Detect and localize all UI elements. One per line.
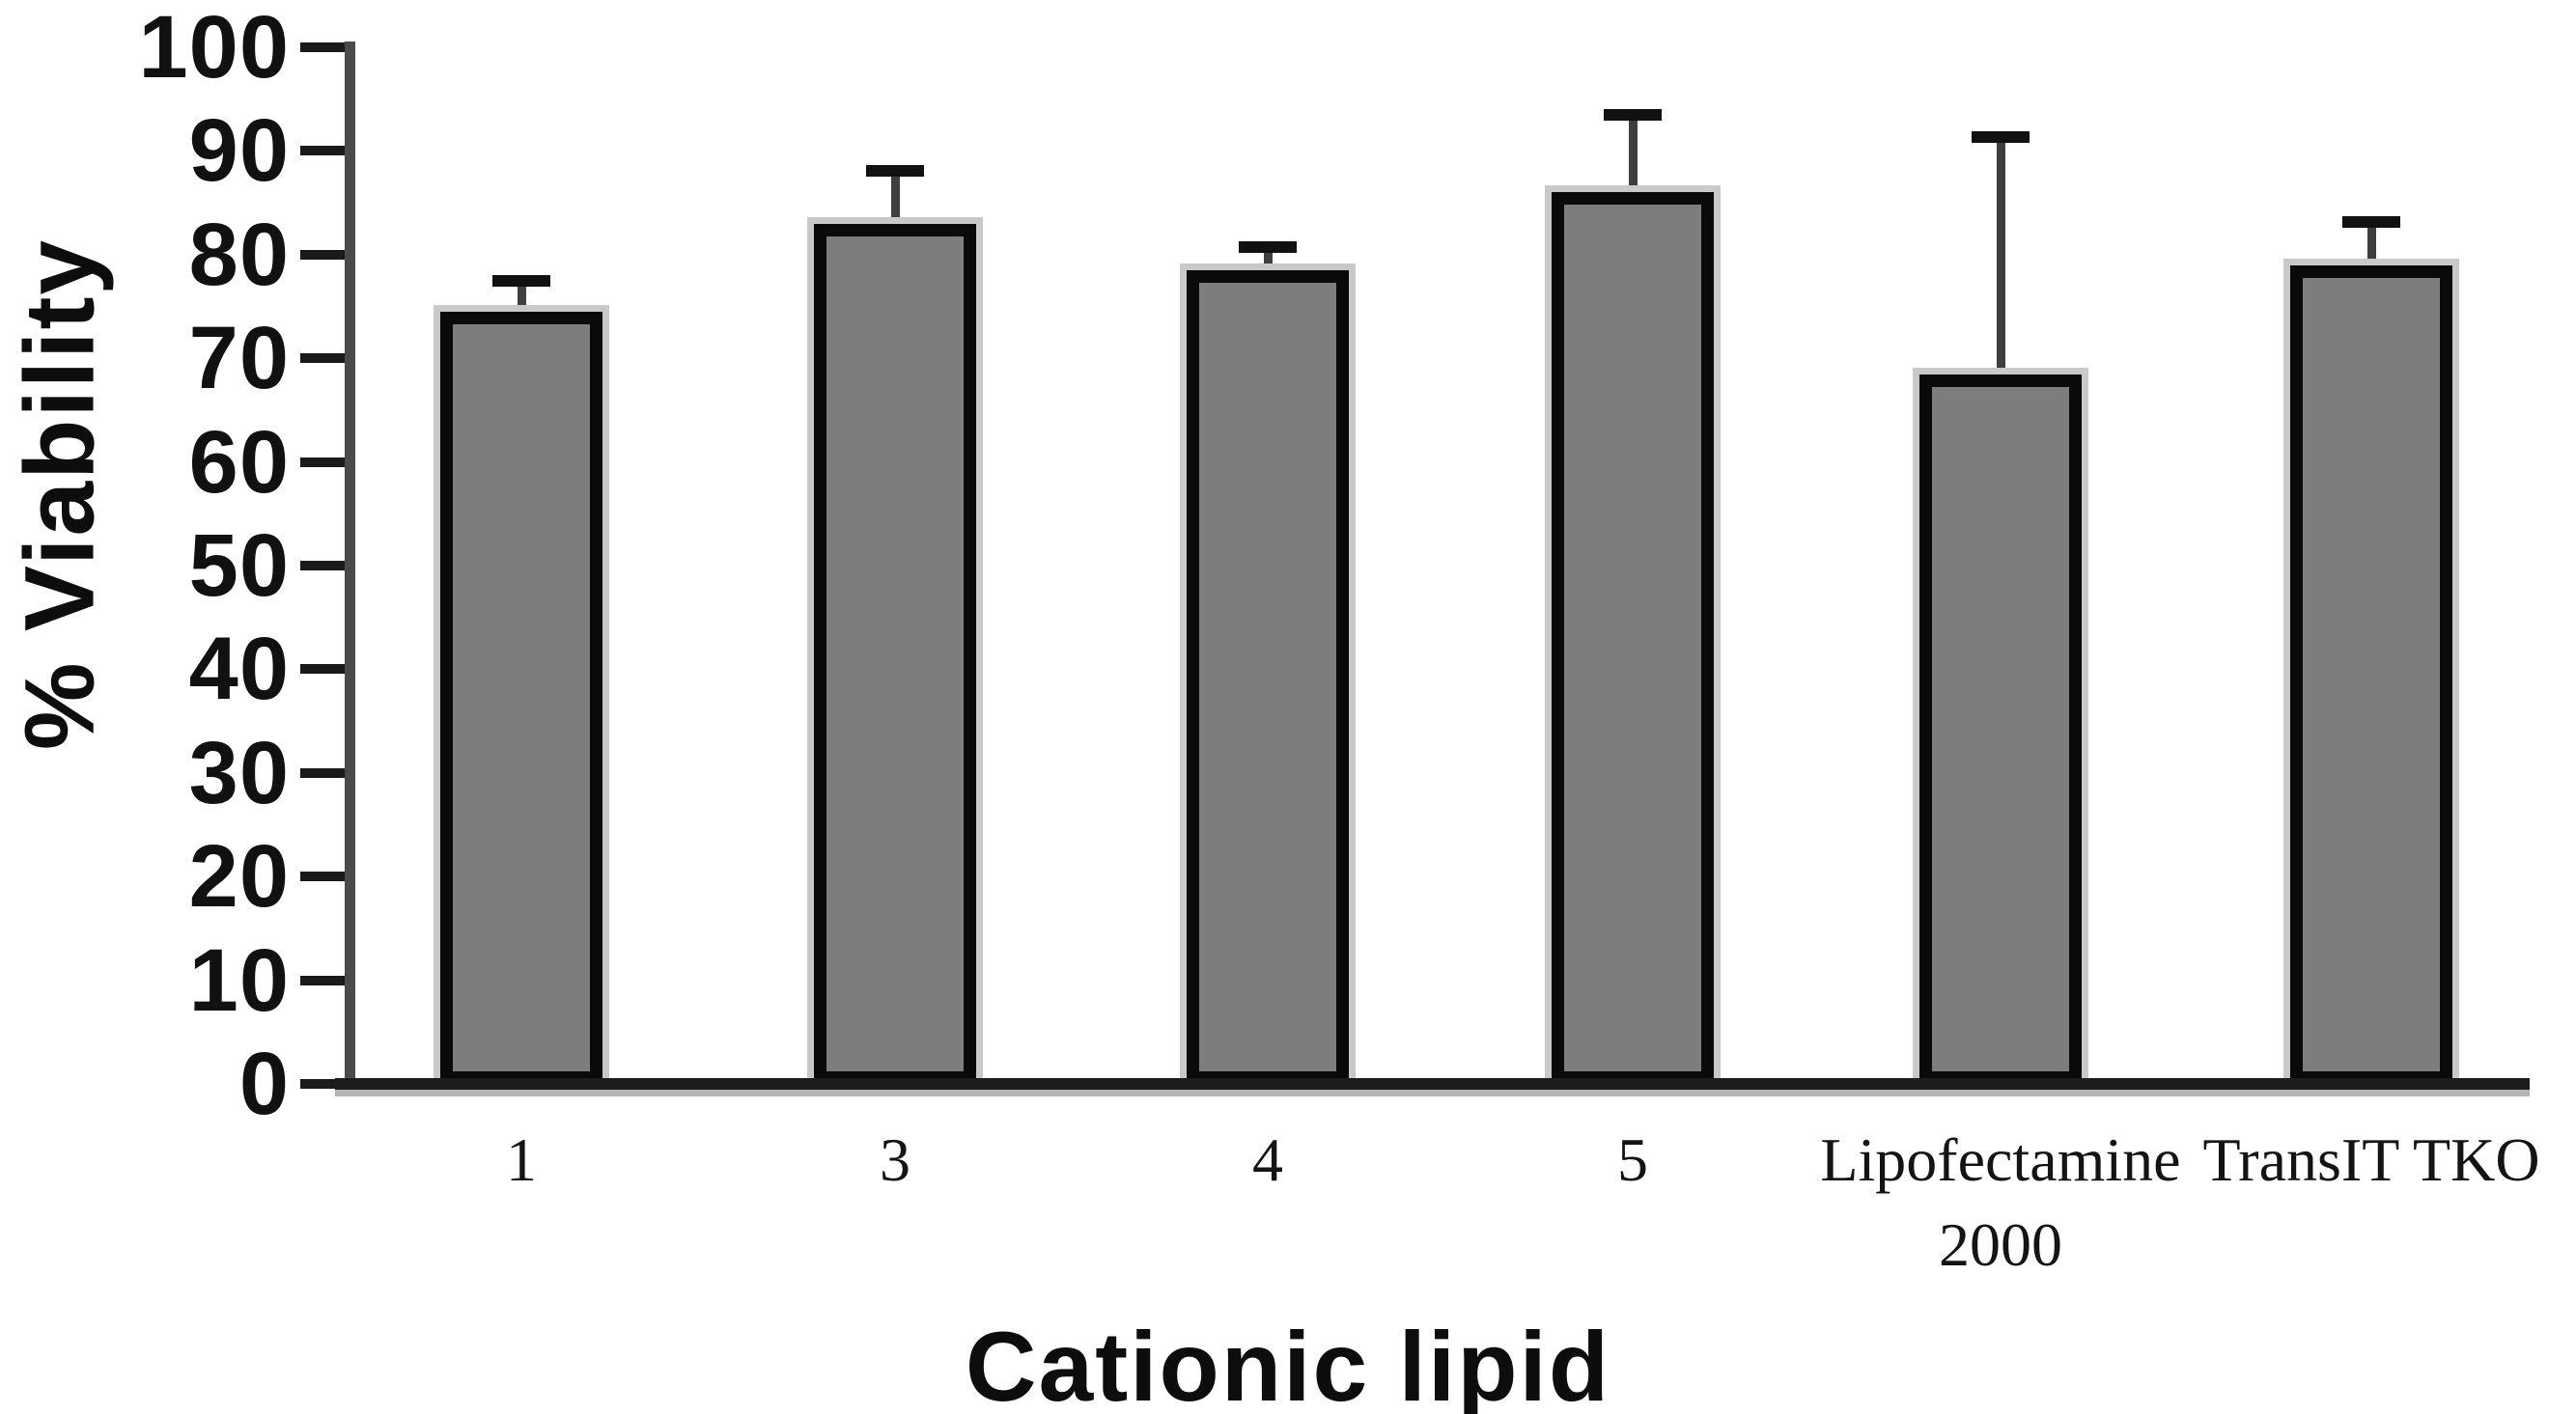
y-axis-title: % Viability [4,237,115,751]
x-category-label-line: 1 [506,1125,537,1194]
y-tick-label: 60 [188,412,290,512]
y-axis-line [345,42,355,1090]
y-tick-mark [300,42,345,52]
y-tick-label: 90 [188,101,290,201]
error-bar-cap [866,165,924,178]
bar [434,304,609,1091]
x-category-label: 4 [1036,1118,1499,1203]
x-category-label: 1 [290,1118,753,1203]
y-tick-label: 100 [138,0,290,97]
error-bar-stem [1628,119,1638,216]
y-tick-label: 80 [188,205,290,304]
error-bar-cap [1239,240,1297,253]
error-bar-cap [2342,215,2400,228]
y-tick-mark [300,146,345,156]
y-tick-mark [300,872,345,882]
x-category-label-line: TransIT TKO [2202,1125,2540,1194]
y-tick-mark [300,975,345,985]
y-tick-mark [300,249,345,260]
x-axis-baseline-shadow [335,1090,2530,1096]
x-category-label-line: 5 [1617,1125,1648,1194]
error-bar-stem [1996,140,2005,399]
error-bar-stem [517,284,526,335]
error-bar-cap [492,274,550,287]
x-axis-title: Cationic lipid [965,1312,1611,1414]
x-category-label: 3 [663,1118,1127,1203]
y-tick-mark [300,561,345,570]
y-tick-label: 20 [188,827,290,927]
bar [1180,263,1356,1091]
y-tick-label: 50 [188,516,290,615]
x-category-label: 5 [1401,1118,1864,1203]
bar [2283,258,2459,1091]
error-bar-stem [2366,225,2376,289]
x-category-label: Lipofectamine 2000 [1769,1118,2232,1288]
x-axis-baseline [335,1078,2530,1090]
y-tick-mark [300,767,345,778]
error-bar-stem [890,175,900,247]
x-category-label-line: 4 [1252,1125,1283,1194]
x-category-label-line: Lipofectamine [1820,1125,2181,1194]
bar [1913,368,2088,1091]
y-tick-label: 30 [188,723,290,822]
y-tick-mark [300,353,345,364]
error-bar-cap [1972,130,2030,143]
x-category-label-line: 2000 [1939,1210,2062,1279]
y-tick-label: 0 [238,1035,290,1133]
bar [807,216,983,1091]
y-tick-label: 40 [188,620,290,719]
error-bar-cap [1604,109,1662,122]
y-tick-label: 10 [188,930,290,1030]
x-category-label-line: 3 [880,1125,910,1194]
bar [1545,185,1721,1091]
y-tick-label: 70 [188,309,290,408]
x-category-label: TransIT TKO [2140,1118,2576,1203]
y-tick-mark [300,457,345,467]
y-tick-mark [300,1079,345,1089]
y-tick-mark [300,664,345,675]
